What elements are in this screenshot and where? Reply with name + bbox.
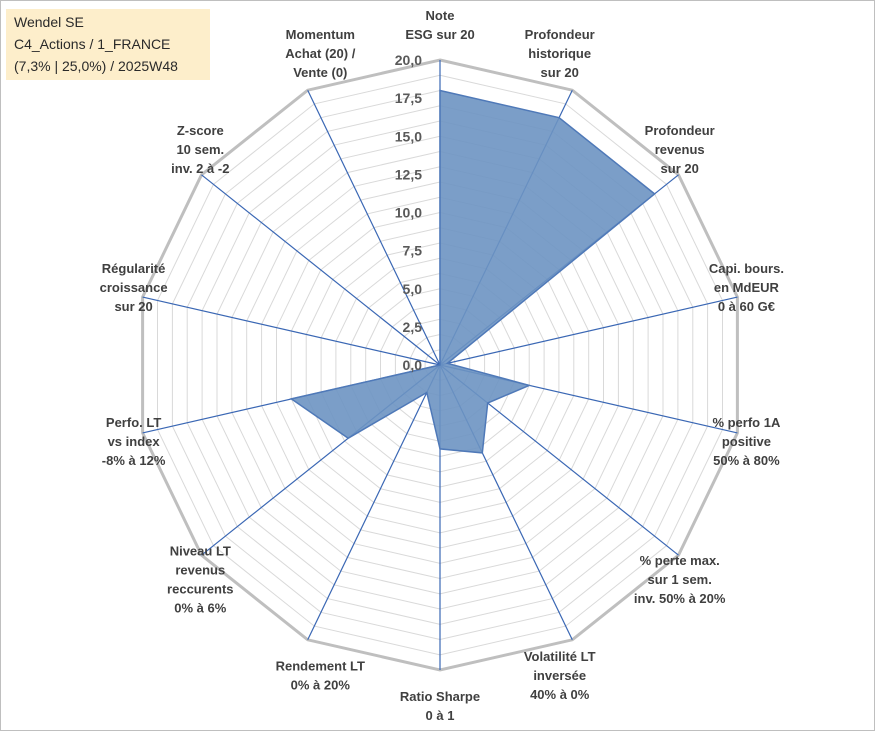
tick-label: 12,5 bbox=[395, 166, 422, 182]
axis-label-line: en MdEUR bbox=[714, 280, 780, 295]
axis-label-line: inversée bbox=[533, 668, 586, 683]
axis-label-line: Profondeur bbox=[525, 27, 595, 42]
axis-label-line: inv. 50% à 20% bbox=[634, 591, 726, 606]
radial-tick-labels: 0,0 2,5 5,0 7,5 10,0 12,5 15,0 17,5 20,0 bbox=[395, 52, 422, 373]
axis-label-line: ESG sur 20 bbox=[405, 27, 474, 42]
axis-spoke-12 bbox=[142, 296, 441, 366]
axis-label-line: Note bbox=[426, 8, 455, 23]
axis-label-line: vs index bbox=[108, 434, 161, 449]
axis-spoke-13 bbox=[201, 174, 441, 366]
radar-series bbox=[289, 89, 656, 454]
axis-label-7: Volatilité LT inversée 40% à 0% bbox=[524, 649, 596, 702]
axis-label-line: 0% à 6% bbox=[174, 601, 226, 616]
axis-label-12: Régularité croissance sur 20 bbox=[100, 261, 168, 314]
axis-label-line: 0% à 20% bbox=[291, 677, 351, 692]
axis-label-line: inv. 2 à -2 bbox=[171, 161, 229, 176]
tick-label: 0,0 bbox=[403, 357, 423, 373]
axis-label-6: % perte max. sur 1 sem. inv. 50% à 20% bbox=[634, 553, 726, 606]
tick-label: 15,0 bbox=[395, 128, 422, 144]
axis-label-3: Profondeur revenus sur 20 bbox=[645, 123, 715, 176]
axis-label-line: Vente (0) bbox=[293, 65, 347, 80]
chart-title-line: C4_Actions / 1_FRANCE bbox=[14, 36, 171, 52]
tick-label: 7,5 bbox=[403, 243, 423, 259]
series-area-1 bbox=[289, 89, 656, 454]
axis-label-line: revenus bbox=[175, 563, 225, 578]
chart-title-line: Wendel SE bbox=[14, 14, 84, 30]
axis-spoke-14 bbox=[307, 89, 441, 366]
axis-label-line: sur 20 bbox=[661, 161, 699, 176]
tick-label: 5,0 bbox=[403, 281, 423, 297]
axis-label-line: positive bbox=[722, 434, 771, 449]
axis-label-13: Z-score 10 sem. inv. 2 à -2 bbox=[171, 123, 229, 176]
axis-label-line: 40% à 0% bbox=[530, 687, 590, 702]
axis-label-line: Profondeur bbox=[645, 123, 715, 138]
axis-label-4: Capi. bours. en MdEUR 0 à 60 G€ bbox=[709, 261, 784, 314]
axis-label-line: -8% à 12% bbox=[102, 453, 166, 468]
axis-label-1: Note ESG sur 20 bbox=[405, 8, 474, 42]
axis-label-line: 50% à 80% bbox=[713, 453, 780, 468]
axis-labels: Note ESG sur 20 Profondeur historique sur 20… bbox=[100, 8, 784, 723]
axis-label-9: Rendement LT 0% à 20% bbox=[276, 658, 365, 692]
axis-label-line: Z-score bbox=[177, 123, 224, 138]
axis-label-line: Perfo. LT bbox=[106, 415, 161, 430]
tick-label: 10,0 bbox=[395, 205, 422, 221]
tick-label: 20,0 bbox=[395, 52, 422, 68]
axis-label-line: sur 1 sem. bbox=[648, 572, 712, 587]
axis-label-line: reccurents bbox=[167, 582, 233, 597]
axis-label-line: Achat (20) / bbox=[285, 46, 355, 61]
axis-label-line: Capi. bours. bbox=[709, 261, 784, 276]
axis-label-line: revenus bbox=[655, 142, 705, 157]
axis-label-line: % perfo 1A bbox=[712, 415, 781, 430]
axis-label-line: historique bbox=[528, 46, 591, 61]
chart-title-box: Wendel SE C4_Actions / 1_FRANCE (7,3% | … bbox=[6, 9, 210, 80]
axis-label-line: Niveau LT bbox=[170, 544, 231, 559]
axis-spoke-4 bbox=[439, 296, 738, 366]
axis-label-line: 10 sem. bbox=[176, 142, 224, 157]
tick-label: 2,5 bbox=[403, 319, 423, 335]
axis-label-8: Ratio Sharpe 0 à 1 bbox=[400, 689, 480, 723]
axis-label-line: Volatilité LT bbox=[524, 649, 596, 664]
axis-label-line: Ratio Sharpe bbox=[400, 689, 480, 704]
axis-label-line: % perte max. bbox=[640, 553, 720, 568]
chart-title-line: (7,3% | 25,0%) / 2025W48 bbox=[14, 58, 178, 74]
axis-spoke-9 bbox=[307, 364, 441, 641]
axis-label-11: Perfo. LT vs index -8% à 12% bbox=[102, 415, 166, 468]
axis-label-line: Régularité bbox=[102, 261, 166, 276]
tick-label: 17,5 bbox=[395, 90, 422, 106]
axis-label-14: Momentum Achat (20) / Vente (0) bbox=[285, 27, 355, 80]
axis-label-line: sur 20 bbox=[114, 299, 152, 314]
axis-label-line: Rendement LT bbox=[276, 658, 365, 673]
axis-label-5: % perfo 1A positive 50% à 80% bbox=[712, 415, 781, 468]
axis-label-line: sur 20 bbox=[541, 65, 579, 80]
axis-label-2: Profondeur historique sur 20 bbox=[525, 27, 595, 80]
axis-label-10: Niveau LT revenus reccurents 0% à 6% bbox=[167, 544, 233, 616]
axis-label-line: 0 à 60 G€ bbox=[718, 299, 775, 314]
axis-label-line: 0 à 1 bbox=[426, 708, 455, 723]
axis-label-line: Momentum bbox=[286, 27, 355, 42]
axis-label-line: croissance bbox=[100, 280, 168, 295]
